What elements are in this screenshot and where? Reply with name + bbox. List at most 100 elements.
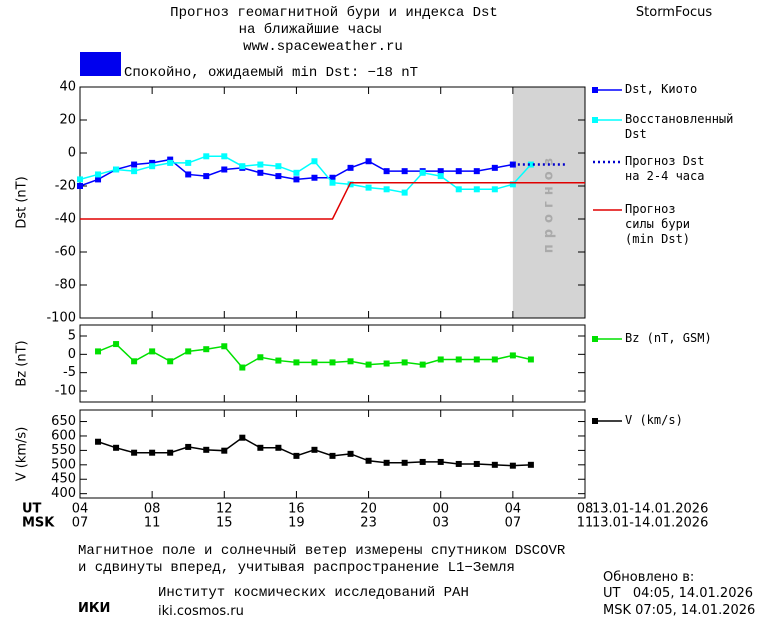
point <box>293 452 300 459</box>
point <box>401 189 408 196</box>
note: и сдвинуты вперед, учитывая распростране… <box>78 560 515 576</box>
point <box>401 168 408 175</box>
point <box>95 171 102 178</box>
point <box>347 358 354 365</box>
point <box>221 447 228 454</box>
point <box>419 169 426 176</box>
legend-entry: V (km/s) <box>625 413 683 427</box>
point <box>221 153 228 160</box>
status-swatch <box>80 52 121 76</box>
y-tick-label: 0 <box>68 146 76 161</box>
point <box>275 444 282 451</box>
x-tick-label: 08 <box>144 502 161 517</box>
y-tick-label: -80 <box>55 278 76 293</box>
point <box>383 186 390 193</box>
point <box>185 348 192 355</box>
y-tick-label: -20 <box>55 179 76 194</box>
point <box>149 348 156 355</box>
point <box>167 449 174 456</box>
point <box>365 361 372 368</box>
x-tick-label: 19 <box>288 516 305 531</box>
point <box>311 446 318 453</box>
x-tick-label: 20 <box>360 502 377 517</box>
point <box>491 186 498 193</box>
site: iki.cosmos.ru <box>158 604 244 619</box>
point <box>203 173 210 180</box>
y-tick-label: 5 <box>68 329 76 344</box>
x-row-note: 13.01-14.01.2026 <box>592 502 708 517</box>
legend-marker <box>592 87 598 93</box>
x-tick-label: 15 <box>216 516 233 531</box>
y-tick-label: 40 <box>59 80 76 95</box>
x-tick-label: 23 <box>360 516 377 531</box>
point <box>383 459 390 466</box>
plot-frame <box>79 409 586 499</box>
y-tick-label: -40 <box>55 212 76 227</box>
point <box>401 459 408 466</box>
point <box>221 343 228 350</box>
point <box>527 461 534 468</box>
point <box>185 159 192 166</box>
y-tick-label: 20 <box>59 113 76 128</box>
y-tick-label: 550 <box>51 443 76 458</box>
x-tick-label: 04 <box>505 502 522 517</box>
point <box>239 163 246 170</box>
point <box>311 158 318 165</box>
point <box>527 356 534 363</box>
point <box>131 449 138 456</box>
point <box>473 168 480 175</box>
point <box>365 457 372 464</box>
x-tick-label: 03 <box>432 516 449 531</box>
x-tick-label: 08 <box>577 502 594 517</box>
point <box>473 460 480 467</box>
series-line <box>79 155 532 194</box>
point <box>257 161 264 168</box>
point <box>257 169 264 176</box>
forecast-label: прогноз <box>541 152 556 253</box>
x-row-label: UT <box>22 502 42 517</box>
point <box>95 176 102 183</box>
point <box>149 159 156 166</box>
url: www.spaceweather.ru <box>243 39 403 55</box>
point <box>473 186 480 193</box>
point <box>383 168 390 175</box>
x-tick-label: 12 <box>216 502 233 517</box>
x-tick-label: 07 <box>72 516 89 531</box>
x-row-note: 13.01-14.01.2026 <box>592 516 708 531</box>
legend-entry: Восстановленный Dst <box>625 112 734 141</box>
point <box>77 176 83 183</box>
institute: Институт космических исследований РАН <box>158 584 469 601</box>
plot-frame <box>79 86 586 319</box>
point <box>167 156 174 163</box>
x-tick-label: 11 <box>144 516 161 531</box>
point <box>491 164 498 171</box>
point <box>239 364 246 371</box>
point <box>491 461 498 468</box>
point <box>293 169 300 176</box>
title: Прогноз геомагнитной бури и индекса Dst <box>170 4 498 21</box>
point <box>401 359 408 366</box>
legend-marker <box>592 117 598 123</box>
point <box>365 184 372 191</box>
point <box>167 159 174 166</box>
point <box>185 171 192 178</box>
y-tick-label: -10 <box>55 384 76 399</box>
brand: StormFocus <box>636 5 712 20</box>
point <box>203 153 210 160</box>
point <box>509 352 516 359</box>
point <box>275 357 282 364</box>
point <box>131 358 138 365</box>
legend-entry: Dst, Киото <box>625 82 698 96</box>
point <box>113 444 120 451</box>
x-row-label: MSK <box>22 516 55 531</box>
point <box>437 356 444 363</box>
series-line <box>80 181 585 220</box>
point <box>149 163 156 170</box>
y-tick-label: 650 <box>51 414 76 429</box>
point <box>113 166 120 173</box>
point <box>329 179 336 186</box>
updated-msk: MSK 07:05, 14.01.2026 <box>603 603 755 618</box>
y-tick-label: -100 <box>46 311 76 326</box>
point <box>167 358 174 365</box>
